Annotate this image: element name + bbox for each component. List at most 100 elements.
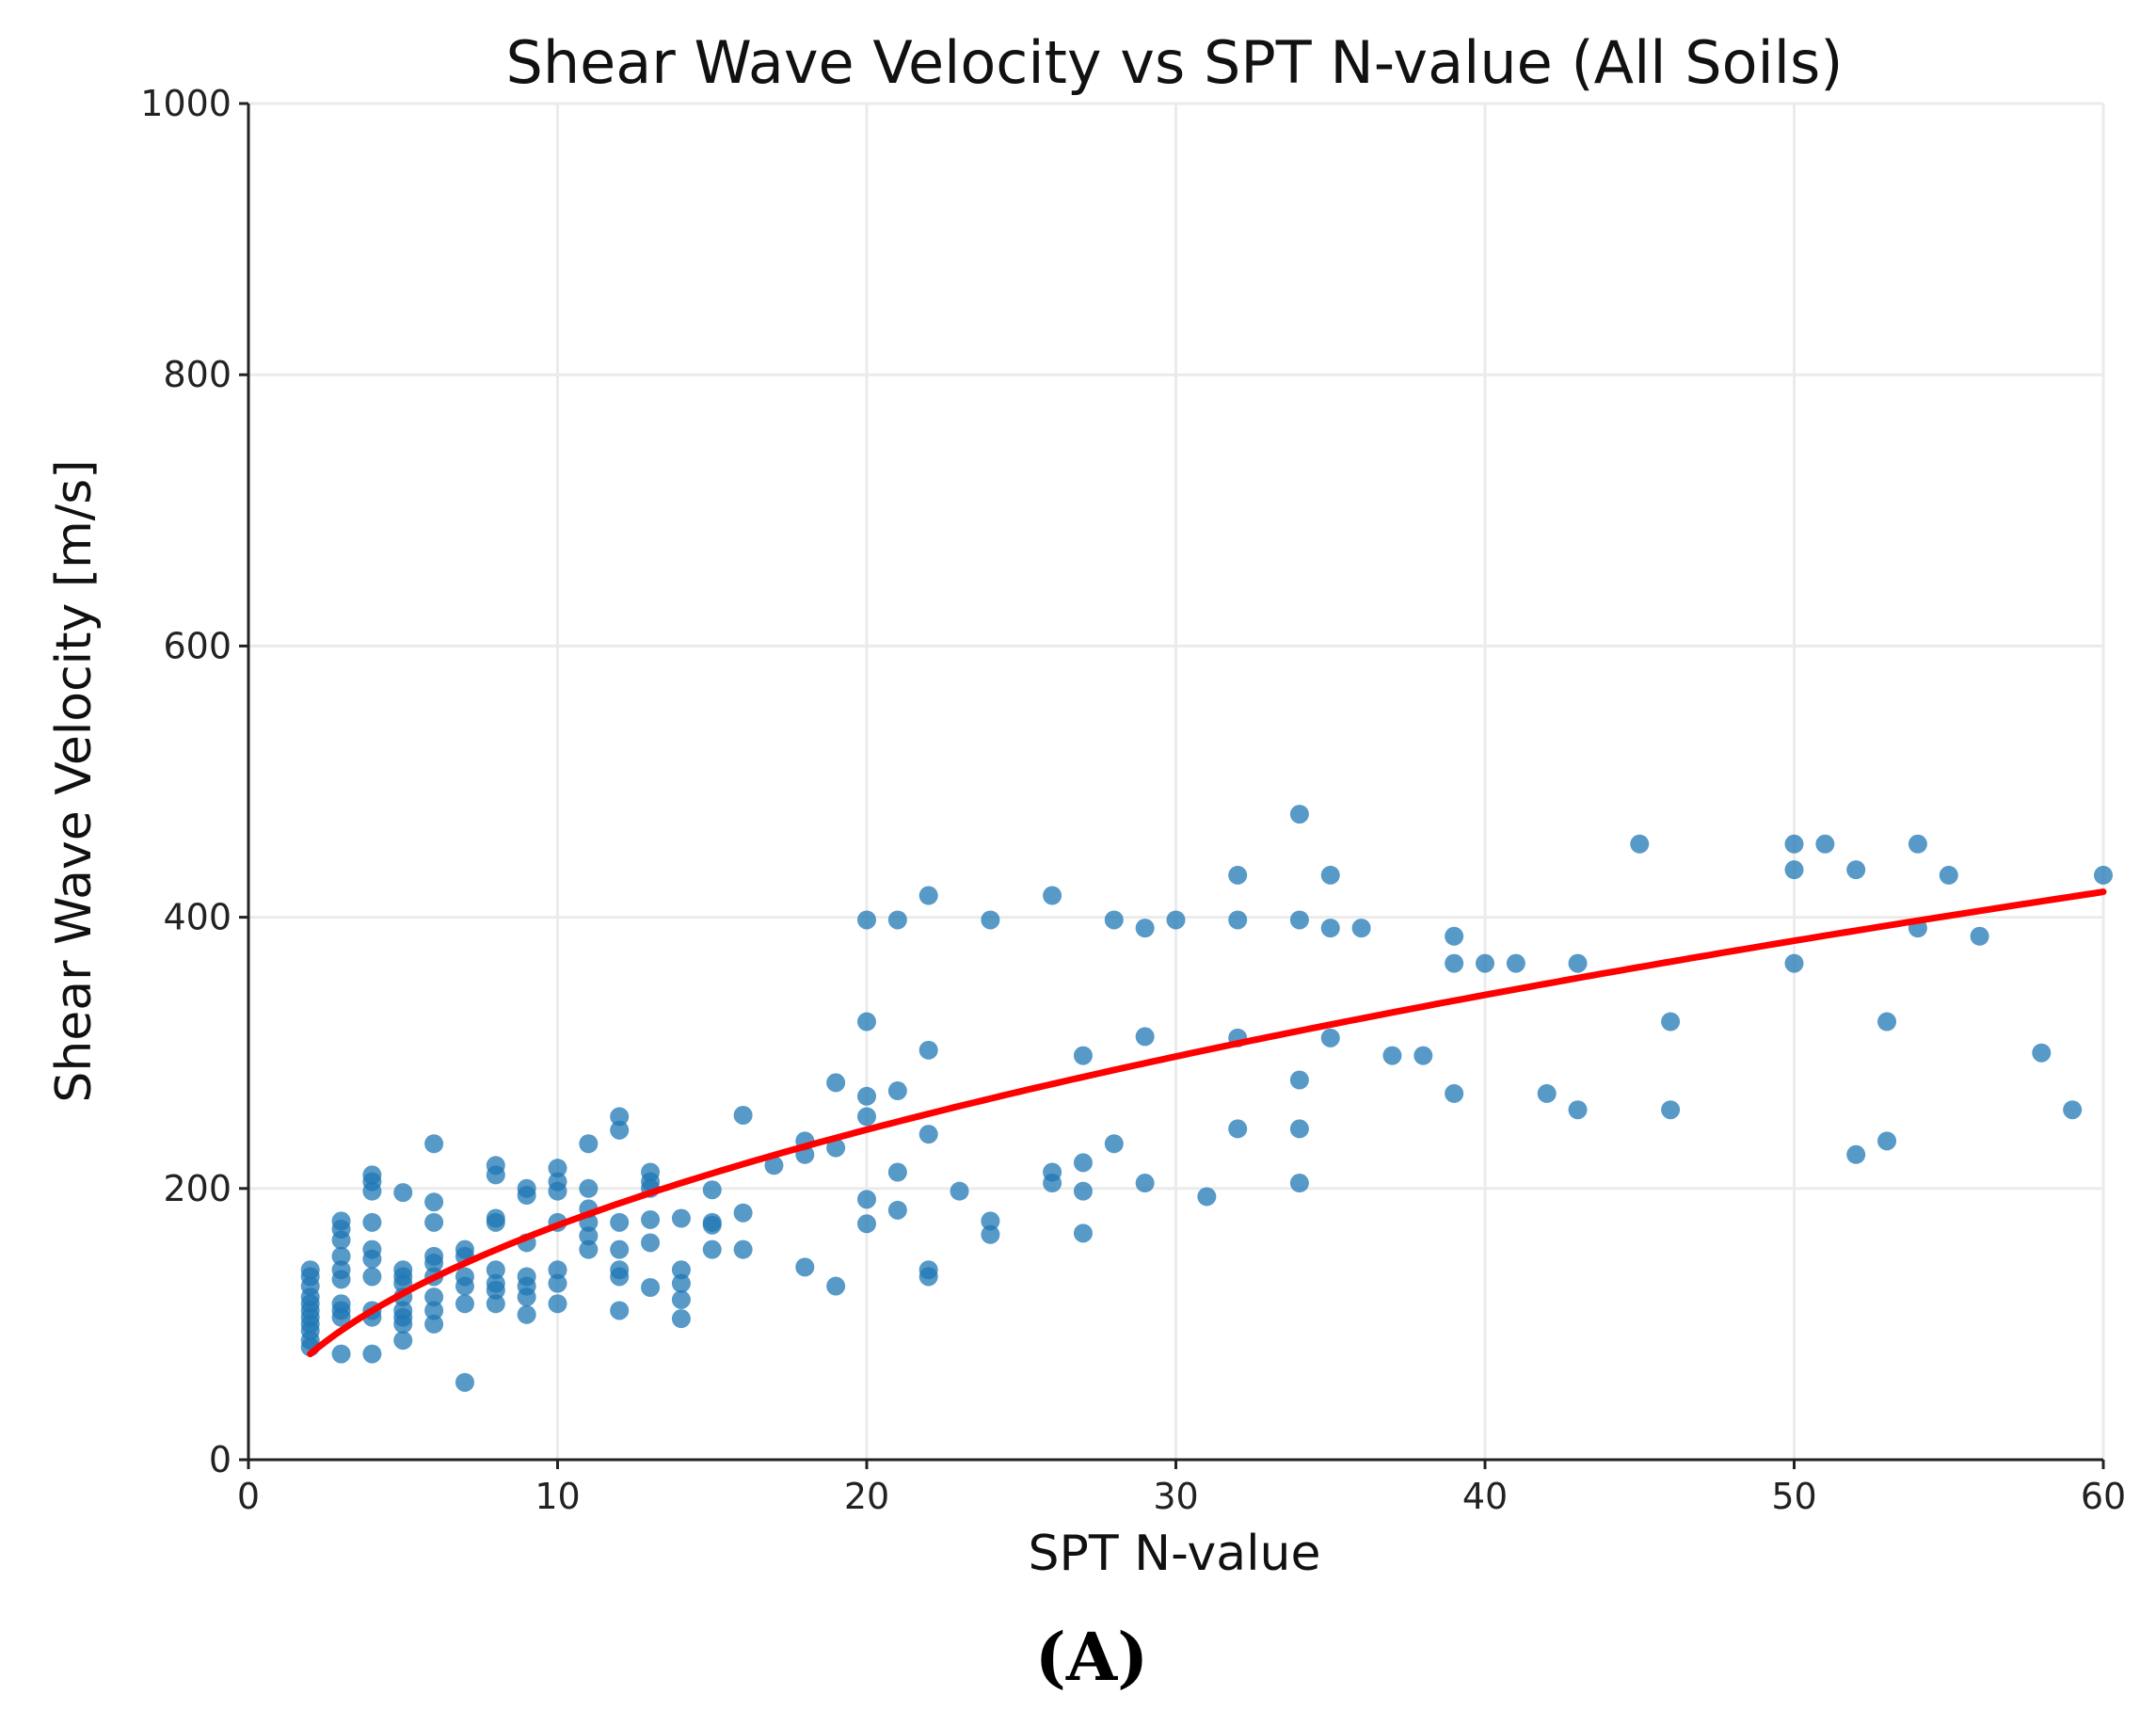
data-point bbox=[610, 1107, 630, 1127]
data-point bbox=[733, 1105, 753, 1125]
data-point bbox=[517, 1186, 536, 1206]
data-point bbox=[857, 1012, 876, 1031]
data-point bbox=[981, 910, 1000, 930]
data-point bbox=[1289, 1174, 1309, 1193]
data-point bbox=[887, 1162, 907, 1182]
data-point bbox=[1568, 1100, 1588, 1120]
data-point bbox=[424, 1192, 444, 1212]
data-point bbox=[1476, 953, 1494, 973]
data-point bbox=[424, 1287, 444, 1307]
data-point bbox=[610, 1239, 630, 1259]
grid-lines bbox=[247, 102, 2105, 1462]
data-points bbox=[300, 805, 2113, 1392]
data-point bbox=[981, 1224, 1000, 1244]
data-point bbox=[1073, 1046, 1093, 1065]
data-point bbox=[486, 1165, 505, 1185]
data-point bbox=[826, 1138, 846, 1158]
data-point bbox=[579, 1226, 599, 1246]
x-tick-label: 60 bbox=[2081, 1476, 2126, 1517]
axes bbox=[239, 102, 2105, 1469]
fit-curve bbox=[307, 888, 2107, 1358]
data-point bbox=[1846, 1144, 1866, 1164]
data-point bbox=[671, 1309, 691, 1329]
data-point bbox=[1043, 1174, 1062, 1193]
data-point bbox=[1445, 1083, 1464, 1103]
data-point bbox=[1537, 1083, 1557, 1103]
data-point bbox=[1970, 926, 1989, 946]
data-point bbox=[857, 1086, 876, 1106]
data-point bbox=[548, 1181, 567, 1201]
data-point bbox=[1661, 1100, 1681, 1120]
data-point bbox=[362, 1267, 382, 1287]
data-point bbox=[548, 1260, 567, 1280]
data-point bbox=[1382, 1046, 1402, 1065]
y-tick-label: 1000 bbox=[140, 83, 232, 124]
data-point bbox=[1289, 1070, 1309, 1090]
data-point bbox=[671, 1273, 691, 1293]
data-point bbox=[887, 1081, 907, 1101]
data-point bbox=[702, 1239, 722, 1259]
data-point bbox=[1104, 910, 1124, 930]
data-point bbox=[1908, 834, 1927, 854]
panel-label: (A) bbox=[1035, 1618, 1149, 1696]
data-point bbox=[887, 1200, 907, 1220]
data-point bbox=[486, 1260, 505, 1280]
data-point bbox=[486, 1212, 505, 1232]
data-point bbox=[362, 1344, 382, 1364]
data-point bbox=[455, 1372, 474, 1392]
data-point bbox=[331, 1270, 351, 1289]
data-point bbox=[331, 1230, 351, 1250]
data-point bbox=[393, 1183, 413, 1203]
y-tick-label: 600 bbox=[163, 625, 232, 666]
data-point bbox=[331, 1246, 351, 1266]
data-point bbox=[393, 1314, 413, 1334]
data-point bbox=[517, 1304, 536, 1324]
data-point bbox=[733, 1203, 753, 1223]
data-point bbox=[1445, 926, 1464, 946]
data-point bbox=[1135, 1174, 1155, 1193]
data-point bbox=[857, 1190, 876, 1209]
y-tick-label: 800 bbox=[163, 354, 232, 395]
data-point bbox=[610, 1301, 630, 1320]
data-point bbox=[702, 1215, 722, 1235]
data-point bbox=[1228, 910, 1248, 930]
data-point bbox=[393, 1331, 413, 1351]
data-point bbox=[610, 1267, 630, 1287]
data-point bbox=[641, 1277, 661, 1297]
data-point bbox=[641, 1233, 661, 1253]
data-point bbox=[1445, 953, 1464, 973]
data-point bbox=[517, 1287, 536, 1307]
data-point bbox=[548, 1159, 567, 1178]
data-point bbox=[610, 1212, 630, 1232]
data-point bbox=[857, 1107, 876, 1127]
data-point bbox=[1166, 910, 1186, 930]
data-point bbox=[331, 1307, 351, 1327]
data-point bbox=[548, 1294, 567, 1314]
data-point bbox=[1784, 834, 1804, 854]
data-point bbox=[1413, 1046, 1433, 1065]
data-point bbox=[486, 1294, 505, 1314]
data-point bbox=[857, 910, 876, 930]
data-point bbox=[1073, 1181, 1093, 1201]
data-point bbox=[424, 1301, 444, 1320]
x-tick-label: 40 bbox=[1462, 1476, 1508, 1517]
data-point bbox=[1043, 886, 1062, 905]
data-point bbox=[1289, 805, 1309, 824]
x-tick-label: 10 bbox=[535, 1476, 580, 1517]
data-point bbox=[1877, 1012, 1897, 1031]
data-point bbox=[1228, 1119, 1248, 1139]
data-point bbox=[1815, 834, 1835, 854]
data-point bbox=[2032, 1043, 2052, 1063]
data-point bbox=[1784, 860, 1804, 880]
data-point bbox=[702, 1180, 722, 1200]
data-point bbox=[2094, 865, 2113, 885]
data-point bbox=[1877, 1131, 1897, 1151]
data-point bbox=[486, 1280, 505, 1300]
data-point bbox=[826, 1276, 846, 1296]
x-tick-label: 50 bbox=[1771, 1476, 1816, 1517]
data-point bbox=[671, 1208, 691, 1228]
data-point bbox=[733, 1239, 753, 1259]
x-axis-label: SPT N-value bbox=[1029, 1526, 1321, 1582]
